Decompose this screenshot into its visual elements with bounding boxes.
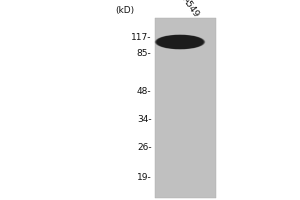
Ellipse shape: [156, 35, 204, 49]
Text: 117-: 117-: [131, 32, 152, 42]
Text: (kD): (kD): [115, 6, 134, 16]
Ellipse shape: [158, 36, 202, 48]
Text: 26-: 26-: [137, 142, 152, 152]
Text: 85-: 85-: [137, 48, 152, 58]
Text: 48-: 48-: [137, 88, 152, 97]
Ellipse shape: [154, 34, 206, 49]
Ellipse shape: [157, 35, 203, 49]
Text: 19-: 19-: [137, 172, 152, 182]
Ellipse shape: [158, 36, 202, 48]
Ellipse shape: [155, 35, 205, 49]
Ellipse shape: [157, 35, 203, 49]
Ellipse shape: [156, 35, 204, 49]
Bar: [154, 18, 216, 198]
Text: 34-: 34-: [137, 114, 152, 123]
Ellipse shape: [155, 35, 205, 49]
Text: A549: A549: [180, 0, 201, 19]
Ellipse shape: [158, 35, 202, 49]
